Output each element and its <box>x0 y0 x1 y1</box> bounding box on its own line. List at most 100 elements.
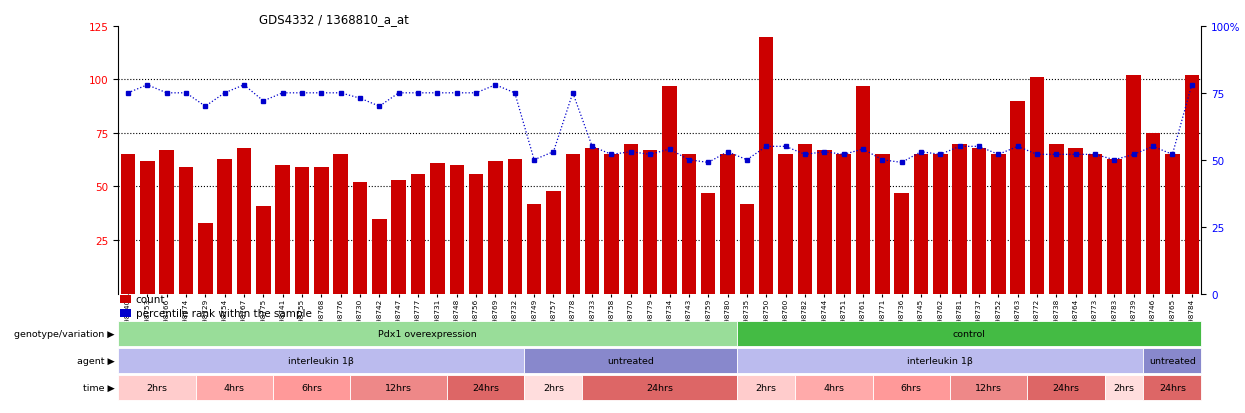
Bar <box>1143 375 1201 399</box>
Bar <box>565 155 580 294</box>
Bar <box>737 375 796 399</box>
Bar <box>740 204 754 294</box>
Bar <box>1027 375 1104 399</box>
Bar <box>547 191 560 294</box>
Bar <box>350 375 447 399</box>
Bar <box>796 375 873 399</box>
Bar <box>583 375 737 399</box>
Bar <box>449 166 464 294</box>
Bar <box>721 155 735 294</box>
Bar <box>933 155 947 294</box>
Bar <box>195 375 273 399</box>
Bar <box>411 174 426 294</box>
Bar <box>585 149 599 294</box>
Text: interleukin 1β: interleukin 1β <box>908 356 974 365</box>
Bar <box>314 168 329 294</box>
Text: 24hrs: 24hrs <box>646 383 674 392</box>
Bar <box>1145 134 1160 294</box>
Bar <box>352 183 367 294</box>
Bar <box>1165 155 1180 294</box>
Bar <box>991 155 1006 294</box>
Bar <box>488 161 503 294</box>
Bar <box>524 348 737 373</box>
Bar <box>737 322 1201 346</box>
Bar <box>121 295 131 303</box>
Bar <box>372 219 387 294</box>
Bar <box>179 168 193 294</box>
Bar <box>1068 149 1083 294</box>
Bar <box>873 375 950 399</box>
Text: Pdx1 overexpression: Pdx1 overexpression <box>378 330 477 338</box>
Bar <box>778 155 793 294</box>
Text: genotype/variation ▶: genotype/variation ▶ <box>14 330 115 338</box>
Text: time ▶: time ▶ <box>82 383 115 392</box>
Text: 6hrs: 6hrs <box>301 383 322 392</box>
Bar <box>894 193 909 294</box>
Text: 24hrs: 24hrs <box>472 383 499 392</box>
Bar <box>334 155 347 294</box>
Text: 24hrs: 24hrs <box>1052 383 1079 392</box>
Bar <box>1030 78 1045 294</box>
Bar <box>1143 348 1201 373</box>
Text: untreated: untreated <box>1149 356 1196 365</box>
Text: 2hrs: 2hrs <box>543 383 564 392</box>
Bar <box>972 149 986 294</box>
Bar <box>139 161 154 294</box>
Text: interleukin 1β: interleukin 1β <box>289 356 355 365</box>
Bar <box>701 193 716 294</box>
Text: GDS4332 / 1368810_a_at: GDS4332 / 1368810_a_at <box>259 13 408 26</box>
Bar <box>952 144 967 294</box>
Bar <box>817 151 832 294</box>
Text: percentile rank within the sample: percentile rank within the sample <box>136 308 311 318</box>
Text: 24hrs: 24hrs <box>1159 383 1186 392</box>
Text: 2hrs: 2hrs <box>147 383 168 392</box>
Bar <box>950 375 1027 399</box>
Bar <box>256 206 270 294</box>
Text: 2hrs: 2hrs <box>1113 383 1134 392</box>
Bar <box>508 159 522 294</box>
Bar <box>798 144 812 294</box>
Bar <box>121 309 131 317</box>
Bar <box>914 155 929 294</box>
Bar <box>391 180 406 294</box>
Bar <box>642 151 657 294</box>
Bar <box>118 348 524 373</box>
Bar <box>681 155 696 294</box>
Bar <box>121 155 136 294</box>
Bar <box>275 166 290 294</box>
Bar <box>1050 144 1063 294</box>
Bar <box>273 375 350 399</box>
Bar <box>1104 375 1143 399</box>
Bar <box>662 87 677 294</box>
Bar <box>1107 159 1122 294</box>
Text: 12hrs: 12hrs <box>385 383 412 392</box>
Bar <box>624 144 639 294</box>
Bar <box>431 164 444 294</box>
Bar <box>447 375 524 399</box>
Bar <box>295 168 309 294</box>
Text: 12hrs: 12hrs <box>975 383 1002 392</box>
Text: 4hrs: 4hrs <box>823 383 844 392</box>
Bar <box>1127 76 1140 294</box>
Bar <box>737 348 1143 373</box>
Bar <box>118 322 737 346</box>
Bar <box>237 149 251 294</box>
Text: 6hrs: 6hrs <box>901 383 921 392</box>
Text: agent ▶: agent ▶ <box>77 356 115 365</box>
Bar <box>604 155 619 294</box>
Bar <box>524 375 583 399</box>
Bar <box>118 375 195 399</box>
Bar <box>837 155 850 294</box>
Bar <box>469 174 483 294</box>
Text: 4hrs: 4hrs <box>224 383 245 392</box>
Bar <box>875 155 889 294</box>
Text: untreated: untreated <box>608 356 655 365</box>
Bar <box>1088 155 1102 294</box>
Bar <box>527 204 542 294</box>
Bar <box>855 87 870 294</box>
Text: control: control <box>952 330 986 338</box>
Bar <box>198 223 213 294</box>
Bar <box>218 159 232 294</box>
Bar <box>159 151 174 294</box>
Text: count: count <box>136 294 166 304</box>
